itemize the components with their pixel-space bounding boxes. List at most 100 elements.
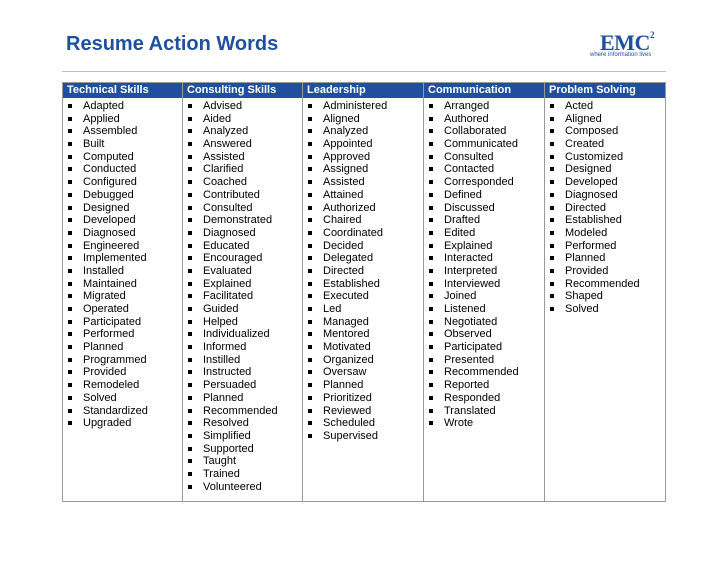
list-item: Created <box>545 138 665 151</box>
list-item: Persuaded <box>183 379 302 392</box>
list-item: Trained <box>183 468 302 481</box>
list-item: Collaborated <box>424 125 544 138</box>
list-item: Explained <box>424 240 544 253</box>
column-header: Consulting Skills <box>183 83 302 98</box>
list-item: Designed <box>63 202 182 215</box>
list-item: Computed <box>63 151 182 164</box>
list-item: Instructed <box>183 366 302 379</box>
list-item: Performed <box>63 328 182 341</box>
list-item: Interpreted <box>424 265 544 278</box>
list-item: Programmed <box>63 354 182 367</box>
list-item: Observed <box>424 328 544 341</box>
list-item: Helped <box>183 316 302 329</box>
list-item: Negotiated <box>424 316 544 329</box>
list-item: Appointed <box>303 138 423 151</box>
list-item: Planned <box>183 392 302 405</box>
list-item: Discussed <box>424 202 544 215</box>
list-item: Decided <box>303 240 423 253</box>
list-item: Mentored <box>303 328 423 341</box>
column-communication: Communication Arranged Authored Collaborat… <box>424 83 545 501</box>
word-list: Acted Aligned Composed Created Customized Des… <box>545 98 665 316</box>
column-header: Leadership <box>303 83 423 98</box>
list-item: Reviewed <box>303 405 423 418</box>
list-item: Approved <box>303 151 423 164</box>
list-item: Supported <box>183 443 302 456</box>
list-item: Prioritized <box>303 392 423 405</box>
list-item: Encouraged <box>183 252 302 265</box>
word-list: Advised Aided Analyzed Answered Assisted Clar… <box>183 98 302 493</box>
list-item: Managed <box>303 316 423 329</box>
list-item: Designed <box>545 163 665 176</box>
list-item: Arranged <box>424 100 544 113</box>
list-item: Presented <box>424 354 544 367</box>
list-item: Aligned <box>303 113 423 126</box>
list-item: Drafted <box>424 214 544 227</box>
list-item: Established <box>303 278 423 291</box>
list-item: Scheduled <box>303 417 423 430</box>
list-item: Shaped <box>545 290 665 303</box>
list-item: Simplified <box>183 430 302 443</box>
list-item: Taught <box>183 455 302 468</box>
list-item: Customized <box>545 151 665 164</box>
list-item: Led <box>303 303 423 316</box>
list-item: Solved <box>63 392 182 405</box>
list-item: Contributed <box>183 189 302 202</box>
list-item: Answered <box>183 138 302 151</box>
list-item: Composed <box>545 125 665 138</box>
list-item: Individualized <box>183 328 302 341</box>
word-list: Adapted Applied Assembled Built Computed Cond… <box>63 98 182 430</box>
list-item: Implemented <box>63 252 182 265</box>
list-item: Analyzed <box>183 125 302 138</box>
list-item: Supervised <box>303 430 423 443</box>
column-technical-skills: Technical Skills Adapted Applied Assembled… <box>63 83 183 501</box>
list-item: Aided <box>183 113 302 126</box>
list-item: Corresponded <box>424 176 544 189</box>
list-item: Consulted <box>424 151 544 164</box>
list-item: Assisted <box>183 151 302 164</box>
list-item: Evaluated <box>183 265 302 278</box>
list-item: Communicated <box>424 138 544 151</box>
column-consulting-skills: Consulting Skills Advised Aided Analyzed An… <box>183 83 303 501</box>
list-item: Interacted <box>424 252 544 265</box>
list-item: Acted <box>545 100 665 113</box>
list-item: Operated <box>63 303 182 316</box>
list-item: Upgraded <box>63 417 182 430</box>
list-item: Participated <box>424 341 544 354</box>
list-item: Recommended <box>424 366 544 379</box>
list-item: Performed <box>545 240 665 253</box>
list-item: Defined <box>424 189 544 202</box>
list-item: Provided <box>545 265 665 278</box>
list-item: Applied <box>63 113 182 126</box>
list-item: Diagnosed <box>545 189 665 202</box>
list-item: Established <box>545 214 665 227</box>
list-item: Joined <box>424 290 544 303</box>
list-item: Modeled <box>545 227 665 240</box>
list-item: Remodeled <box>63 379 182 392</box>
list-item: Authored <box>424 113 544 126</box>
list-item: Volunteered <box>183 481 302 494</box>
column-header: Communication <box>424 83 544 98</box>
list-item: Planned <box>63 341 182 354</box>
column-problem-solving: Problem Solving Acted Aligned Composed Crea… <box>545 83 665 501</box>
list-item: Configured <box>63 176 182 189</box>
word-list: Administered Aligned Analyzed Appointed Appr… <box>303 98 423 443</box>
list-item: Aligned <box>545 113 665 126</box>
list-item: Interviewed <box>424 278 544 291</box>
list-item: Informed <box>183 341 302 354</box>
list-item: Responded <box>424 392 544 405</box>
list-item: Contacted <box>424 163 544 176</box>
list-item: Listened <box>424 303 544 316</box>
list-item: Planned <box>303 379 423 392</box>
list-item: Clarified <box>183 163 302 176</box>
list-item: Migrated <box>63 290 182 303</box>
list-item: Organized <box>303 354 423 367</box>
list-item: Wrote <box>424 417 544 430</box>
column-header: Technical Skills <box>63 83 182 98</box>
list-item: Administered <box>303 100 423 113</box>
list-item: Conducted <box>63 163 182 176</box>
list-item: Edited <box>424 227 544 240</box>
word-list: Arranged Authored Collaborated Communicated… <box>424 98 544 430</box>
column-leadership: Leadership Administered Aligned Analyzed Ap… <box>303 83 424 501</box>
list-item: Explained <box>183 278 302 291</box>
list-item: Diagnosed <box>63 227 182 240</box>
